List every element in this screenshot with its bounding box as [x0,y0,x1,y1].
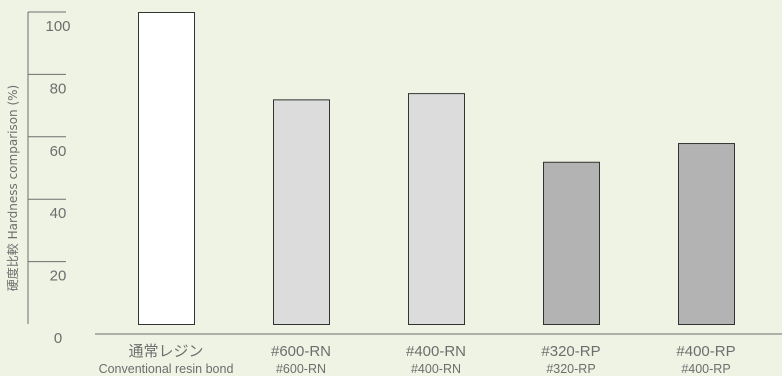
x-category-label: #400-RP [676,343,735,360]
x-category-label: #320-RP [541,343,600,360]
bar-1 [273,99,330,325]
bars [138,12,735,326]
x-category-label: #400-RN [406,343,466,360]
x-category-sublabel: #400-RN [411,362,461,376]
y-tick-label: 100 [45,18,70,35]
x-category-label: #600-RN [271,343,331,360]
x-category-sublabel: Conventional resin bond [99,362,234,376]
labels: 0 20 40 60 80 100 通常レジン Conventional resin bond… [45,18,735,376]
y-tick-label: 20 [50,268,67,285]
y-tick-label: 60 [50,143,67,160]
bar-4 [678,143,735,325]
axes [27,11,782,335]
bar-0 [138,12,195,325]
y-tick-label: 40 [50,205,67,222]
y-tick-label: 0 [54,330,62,347]
x-category-label: 通常レジン [128,343,203,360]
x-category-sublabel: #320-RP [546,362,595,376]
x-category-sublabel: #400-RP [681,362,730,376]
y-tick-label: 80 [50,80,67,97]
bar-3 [543,161,600,325]
bar-2 [408,93,465,326]
x-category-sublabel: #600-RN [276,362,326,376]
y-axis-title: 硬度比較 Hardness comparison (%) [5,85,20,292]
